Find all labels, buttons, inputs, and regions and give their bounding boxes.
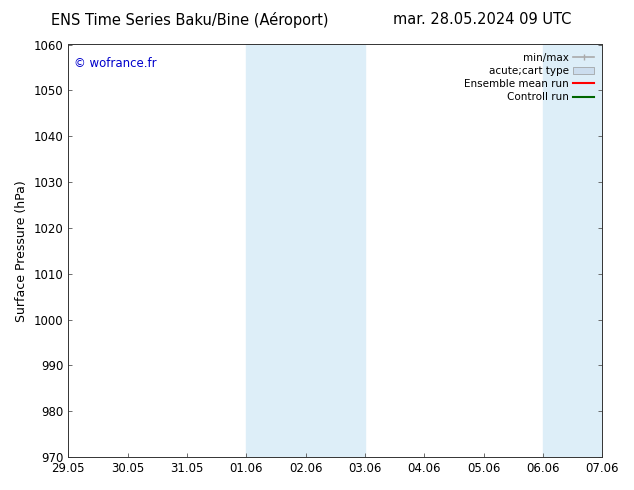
Text: mar. 28.05.2024 09 UTC: mar. 28.05.2024 09 UTC: [392, 12, 571, 27]
Y-axis label: Surface Pressure (hPa): Surface Pressure (hPa): [15, 180, 28, 322]
Bar: [246, 45, 365, 457]
Legend: min/max, acute;cart type, Ensemble mean run, Controll run: min/max, acute;cart type, Ensemble mean …: [461, 49, 597, 105]
Bar: [543, 45, 602, 457]
Text: © wofrance.fr: © wofrance.fr: [74, 57, 156, 70]
Text: ENS Time Series Baku/Bine (Aéroport): ENS Time Series Baku/Bine (Aéroport): [51, 12, 329, 28]
